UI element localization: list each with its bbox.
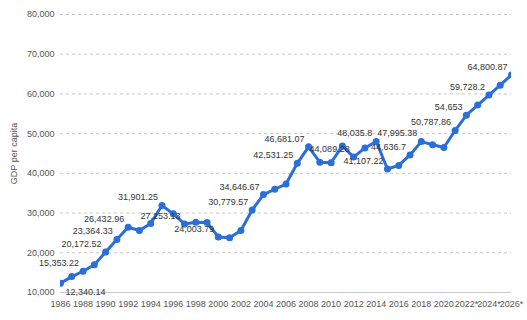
svg-text:44,636.7: 44,636.7 <box>371 142 406 152</box>
svg-text:2012: 2012 <box>344 299 364 309</box>
svg-text:2006: 2006 <box>276 299 296 309</box>
svg-text:23,364.33: 23,364.33 <box>73 226 113 236</box>
svg-text:1998: 1998 <box>186 299 206 309</box>
svg-text:31,901.25: 31,901.25 <box>118 192 158 202</box>
svg-text:2014: 2014 <box>366 299 386 309</box>
svg-text:26,432.96: 26,432.96 <box>84 214 124 224</box>
svg-text:1994: 1994 <box>141 299 161 309</box>
svg-text:15,353.22: 15,353.22 <box>39 258 79 268</box>
svg-text:46,681.07: 46,681.07 <box>265 134 305 144</box>
svg-text:2010: 2010 <box>321 299 341 309</box>
svg-text:2024*: 2024* <box>477 299 501 309</box>
svg-text:54,653: 54,653 <box>435 102 463 112</box>
svg-text:47,995.38: 47,995.38 <box>377 128 417 138</box>
svg-text:24,003.79: 24,003.79 <box>174 224 214 234</box>
svg-text:20,000: 20,000 <box>27 248 55 258</box>
svg-text:59,728.2: 59,728.2 <box>450 82 485 92</box>
svg-text:2026*: 2026* <box>500 299 524 309</box>
svg-text:1986: 1986 <box>50 299 70 309</box>
svg-text:2016: 2016 <box>389 299 409 309</box>
svg-text:1990: 1990 <box>96 299 116 309</box>
svg-text:70,000: 70,000 <box>27 49 55 59</box>
svg-text:GDP per capita: GDP per capita <box>9 123 19 184</box>
svg-text:1988: 1988 <box>73 299 93 309</box>
svg-text:1996: 1996 <box>163 299 183 309</box>
svg-text:64,800.87: 64,800.87 <box>467 62 507 72</box>
svg-text:2000: 2000 <box>208 299 228 309</box>
svg-text:50,787.86: 50,787.86 <box>411 117 451 127</box>
svg-text:27,253.13: 27,253.13 <box>140 211 180 221</box>
svg-text:2004: 2004 <box>253 299 273 309</box>
svg-text:42,531.25: 42,531.25 <box>253 150 293 160</box>
svg-text:50,000: 50,000 <box>27 129 55 139</box>
svg-text:2022*: 2022* <box>455 299 479 309</box>
svg-text:2002: 2002 <box>231 299 251 309</box>
svg-text:1992: 1992 <box>118 299 138 309</box>
svg-text:2008: 2008 <box>299 299 319 309</box>
svg-text:41,107.22: 41,107.22 <box>343 156 383 166</box>
svg-text:20,172.52: 20,172.52 <box>62 239 102 249</box>
svg-text:12,340.14: 12,340.14 <box>66 287 106 297</box>
svg-text:10,000: 10,000 <box>27 287 55 297</box>
svg-text:34,646.67: 34,646.67 <box>219 181 259 191</box>
svg-text:2020: 2020 <box>434 299 454 309</box>
svg-text:2018: 2018 <box>411 299 431 309</box>
svg-text:80,000: 80,000 <box>27 9 55 19</box>
svg-text:40,000: 40,000 <box>27 168 55 178</box>
svg-text:60,000: 60,000 <box>27 89 55 99</box>
svg-text:44,089.28: 44,089.28 <box>310 144 350 154</box>
svg-text:48,035.8: 48,035.8 <box>337 128 372 138</box>
svg-text:30,000: 30,000 <box>27 208 55 218</box>
svg-text:30,779.57: 30,779.57 <box>208 197 248 207</box>
